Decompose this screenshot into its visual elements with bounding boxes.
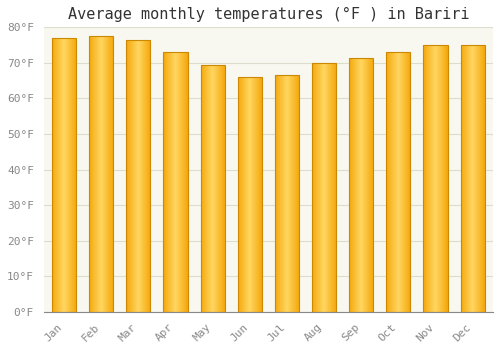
Bar <box>126 40 150 312</box>
Bar <box>200 65 224 312</box>
Title: Average monthly temperatures (°F ) in Bariri: Average monthly temperatures (°F ) in Ba… <box>68 7 469 22</box>
Bar <box>349 57 374 312</box>
Bar <box>424 45 448 312</box>
Bar <box>52 38 76 312</box>
Bar <box>460 45 484 312</box>
Bar <box>275 75 299 312</box>
Bar <box>238 77 262 312</box>
Bar <box>386 52 410 312</box>
Bar <box>89 36 114 312</box>
Bar <box>164 52 188 312</box>
Bar <box>312 63 336 312</box>
